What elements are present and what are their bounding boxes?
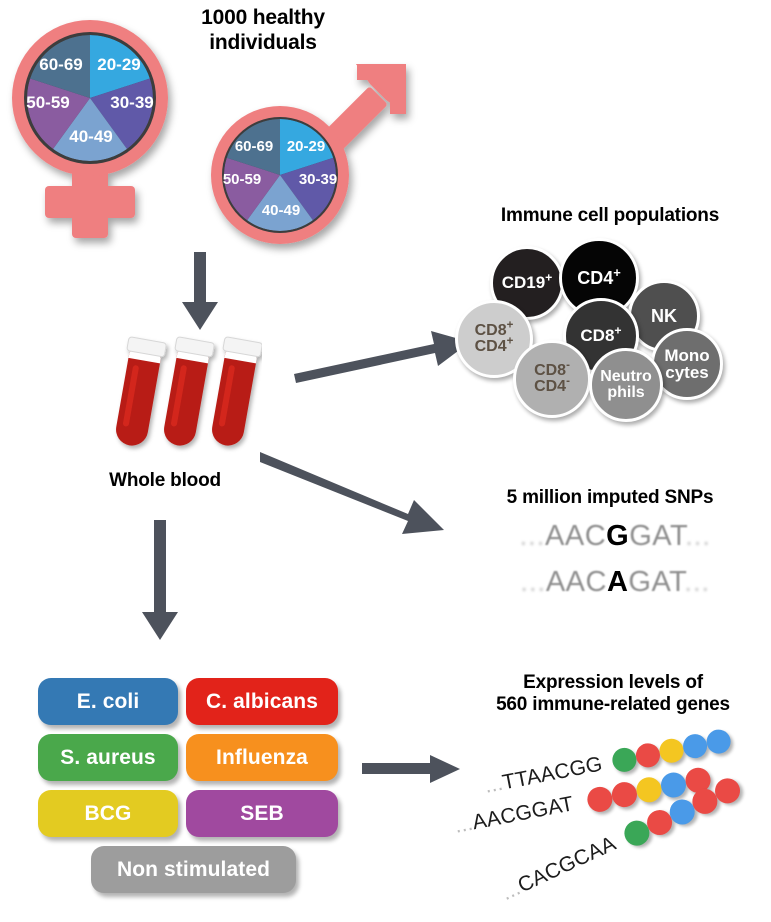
immune-populations-title: Immune cell populations (500, 205, 720, 226)
expression-bead-yellow (634, 774, 664, 804)
expression-bead-red (633, 741, 663, 770)
female-age-label-40-49: 40-49 (69, 127, 112, 146)
immune-cell-label: CD8- (534, 359, 570, 379)
expression-title-line1: Expression levels of (523, 672, 703, 693)
male-age-label-30-39: 30-39 (299, 171, 337, 188)
immune-cell-label: Mono (664, 345, 710, 365)
stimulus-label: E. coli (76, 689, 140, 713)
immune-cell-label: CD8+ (474, 319, 514, 339)
snp-fragment: GAT (629, 520, 685, 552)
male-age-label-60-69: 60-69 (235, 138, 273, 155)
stimulus-label: SEB (240, 801, 284, 825)
snp-sequence-row: ...AACGGAT... (470, 520, 760, 553)
cohort-title-line2: individuals (209, 30, 317, 54)
snp-fragment: AAC (545, 520, 607, 552)
cohort-title: 1000 healthy individuals (168, 6, 358, 56)
immune-cell-label: cytes (665, 363, 709, 382)
snp-fragment: ... (519, 520, 546, 552)
expression-bead-green (610, 745, 639, 774)
stimuli-grid: E. coli C. albicans S. aureus Influenza BCG S… (38, 678, 338, 893)
immune-cell-cd8-cd4: CD8- CD4- (513, 340, 591, 418)
arrow-to-immune-cells (292, 322, 472, 384)
snp-fragment: GAT (628, 566, 685, 598)
male-gender-symbol: 20-29 30-39 40-49 50-59 60-69 (202, 60, 432, 255)
snp-fragment: AAC (545, 566, 607, 598)
male-age-label-50-59: 50-59 (223, 171, 261, 188)
female-gender-symbol: 20-29 30-39 40-49 50-59 60-69 (0, 8, 200, 248)
immune-cell-cluster: CD19+ CD4+ NK CD8+ CD4+ CD8+ Mono cytes CD8- CD4-… (455, 238, 765, 428)
cohort-title-line1: 1000 healthy (201, 6, 325, 29)
female-age-pie (27, 35, 153, 161)
female-age-label-50-59: 50-59 (26, 93, 69, 112)
immune-cell-label: CD8+ (580, 323, 622, 346)
snp-title: 5 million imputed SNPs (506, 487, 714, 508)
expression-sequence-text: ...CACGCAA (498, 832, 620, 906)
sequence-bases: CACGCAA (514, 831, 620, 898)
snp-variant-base: A (606, 566, 629, 598)
stimulus-label: Influenza (216, 745, 308, 769)
snp-fragment: ... (520, 566, 546, 598)
expression-sequence-text: ...AACGGAT (453, 792, 576, 839)
stimulus-s-aureus[interactable]: S. aureus (38, 734, 178, 781)
expression-bead-yellow (657, 736, 686, 765)
male-age-label-20-29: 20-29 (287, 138, 325, 155)
expression-bead-blue (680, 732, 710, 761)
stimulus-c-albicans[interactable]: C. albicans (186, 678, 338, 725)
sequence-bases: AACGGAT (470, 792, 576, 835)
female-age-label-20-29: 20-29 (97, 55, 140, 74)
immune-cell-label: CD4+ (474, 335, 514, 355)
arrow-down-to-blood (180, 252, 220, 332)
immune-cell-monocytes: Mono cytes (651, 328, 723, 400)
immune-cell-label: Neutro (600, 367, 652, 385)
snp-sequence-row: ...AACAGAT... (470, 566, 760, 599)
stimulus-label: Non stimulated (116, 857, 271, 881)
stimulus-label: BCG (84, 801, 132, 825)
immune-cell-label: CD4- (534, 375, 570, 395)
snp-fragment: ... (684, 566, 710, 598)
blood-tubes-icon (112, 330, 263, 460)
expression-strands: ...TTAACGG ...AACGGAT ...CACGCAA (453, 727, 771, 915)
expression-bead-blue (704, 727, 733, 756)
immune-cell-label: CD19+ (501, 270, 553, 293)
whole-blood-label: Whole blood (109, 470, 221, 491)
snp-fragment: ... (684, 520, 711, 552)
immune-cell-label: CD4+ (577, 264, 621, 288)
expression-bead-red (609, 779, 639, 809)
immune-cell-neutrophils: Neutro phils (589, 348, 663, 422)
immune-cell-label: NK (651, 305, 677, 326)
stimulus-influenza[interactable]: Influenza (186, 734, 338, 781)
stimulus-label: S. aureus (60, 745, 156, 769)
male-age-label-40-49: 40-49 (262, 202, 300, 219)
stimulus-bcg[interactable]: BCG (38, 790, 178, 837)
snp-sequence-block: ...AACGGAT... ...AACAGAT... (470, 520, 760, 630)
immune-cell-label: phils (607, 384, 645, 401)
snp-variant-base: G (606, 520, 630, 552)
stimulus-e-coli[interactable]: E. coli (38, 678, 178, 725)
female-age-label-60-69: 60-69 (39, 55, 82, 74)
male-age-pie (224, 119, 336, 231)
arrow-to-snps (258, 448, 448, 540)
stimulus-label: C. albicans (206, 689, 318, 713)
expression-bead-red (585, 784, 615, 814)
arrow-to-expression (362, 752, 462, 786)
expression-title: Expression levels of 560 immune-related … (455, 672, 771, 717)
arrow-down-to-stimuli (140, 520, 180, 642)
stimulus-non-stimulated[interactable]: Non stimulated (91, 846, 296, 893)
expression-title-line2: 560 immune-related genes (496, 694, 730, 716)
female-age-label-30-39: 30-39 (110, 93, 153, 112)
stimulus-seb[interactable]: SEB (186, 790, 338, 837)
